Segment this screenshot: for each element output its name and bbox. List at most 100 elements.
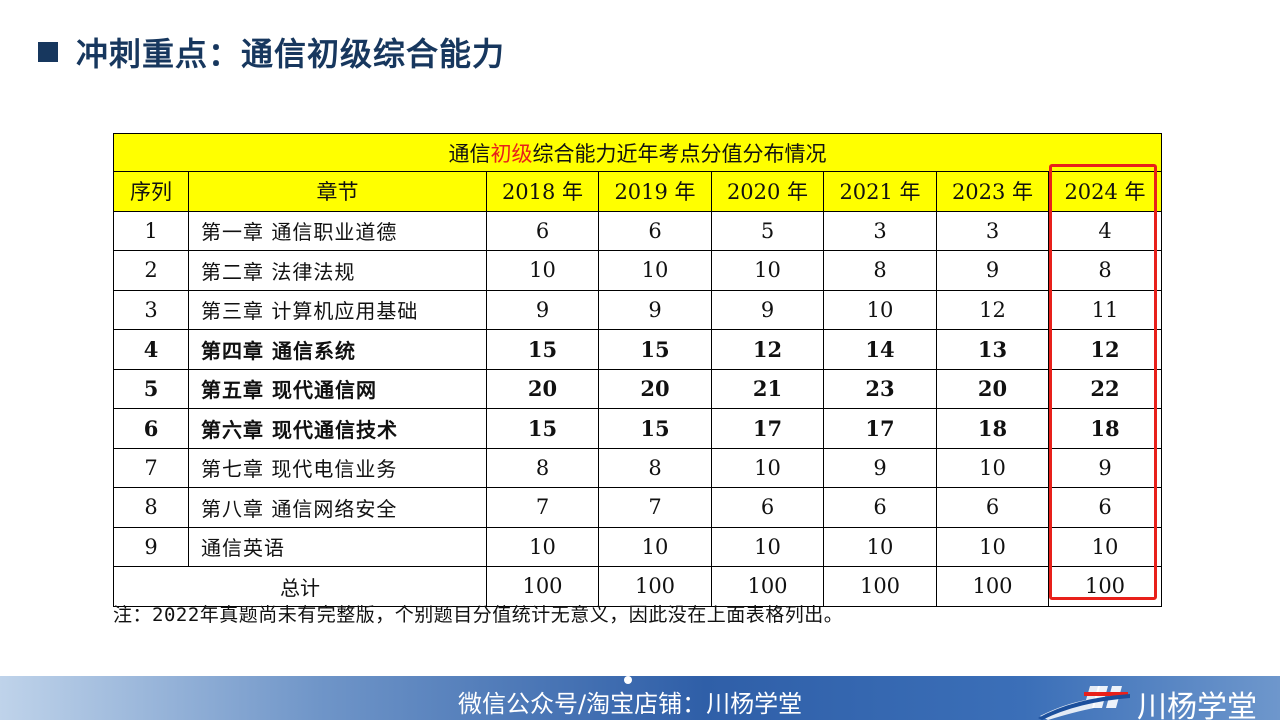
slide-title-bar: 冲刺重点：通信初级综合能力 (38, 30, 505, 74)
total-2020: 100 (711, 566, 824, 607)
table-row: 7 第七章 现代电信业务 8 8 10 9 10 9 (113, 447, 1162, 488)
cell-2019: 15 (598, 408, 712, 449)
cell-2024: 4 (1048, 210, 1162, 251)
row-chapter: 第六章 现代通信技术 (188, 408, 487, 449)
cell-2020: 6 (711, 487, 824, 528)
header-2020: 2020 年 (711, 171, 824, 212)
row-chapter: 第八章 通信网络安全 (188, 487, 487, 528)
row-seq: 5 (113, 368, 189, 409)
cell-2021: 3 (823, 210, 937, 251)
cell-2023: 18 (936, 408, 1049, 449)
header-chapter: 章节 (188, 171, 487, 212)
row-seq: 2 (113, 250, 189, 291)
row-chapter: 第三章 计算机应用基础 (188, 289, 487, 330)
cell-2023: 13 (936, 329, 1049, 370)
cell-2023: 10 (936, 447, 1049, 488)
score-distribution-table: 通信初级综合能力近年考点分值分布情况 序列 章节 2018 年 2019 年 2… (113, 133, 1162, 607)
cell-2021: 10 (823, 289, 937, 330)
pointer-dot-icon (624, 676, 632, 684)
cell-2024: 11 (1048, 289, 1162, 330)
cell-2018: 15 (486, 329, 599, 370)
table-footnote: 注：2022年真题尚未有完整版，个别题目分值统计无意义，因此没在上面表格列出。 (113, 604, 844, 626)
footer-text: 微信公众号/淘宝店铺：川杨学堂 (458, 690, 803, 718)
total-2018: 100 (486, 566, 599, 607)
cell-2024: 10 (1048, 526, 1162, 567)
row-seq: 6 (113, 408, 189, 449)
total-label: 总计 (113, 566, 487, 607)
cell-2019: 10 (598, 526, 712, 567)
cell-2023: 9 (936, 250, 1049, 291)
header-2019: 2019 年 (598, 171, 712, 212)
jyj-logo-icon (1038, 686, 1130, 720)
cell-2024: 12 (1048, 329, 1162, 370)
cell-2024: 9 (1048, 447, 1162, 488)
cell-2020: 5 (711, 210, 824, 251)
cell-2023: 6 (936, 487, 1049, 528)
cell-2019: 9 (598, 289, 712, 330)
cell-2020: 10 (711, 447, 824, 488)
table-row: 2 第二章 法律法规 10 10 10 8 9 8 (113, 250, 1162, 291)
cell-2021: 14 (823, 329, 937, 370)
caption-highlight: 初级 (490, 141, 533, 166)
table-caption: 通信初级综合能力近年考点分值分布情况 (113, 133, 1162, 172)
cell-2018: 10 (486, 526, 599, 567)
brand-logo: 川杨学堂 (1034, 678, 1274, 725)
table-row: 8 第八章 通信网络安全 7 7 6 6 6 6 (113, 487, 1162, 528)
row-seq: 4 (113, 329, 189, 370)
cell-2018: 6 (486, 210, 599, 251)
table-header-row: 序列 章节 2018 年 2019 年 2020 年 2021 年 2023 年… (113, 171, 1162, 212)
row-chapter: 第二章 法律法规 (188, 250, 487, 291)
cell-2019: 15 (598, 329, 712, 370)
cell-2021: 10 (823, 526, 937, 567)
table-row: 5 第五章 现代通信网 20 20 21 23 20 22 (113, 368, 1162, 409)
row-chapter: 通信英语 (188, 526, 487, 567)
table-row: 1 第一章 通信职业道德 6 6 5 3 3 4 (113, 210, 1162, 251)
cell-2018: 7 (486, 487, 599, 528)
cell-2023: 12 (936, 289, 1049, 330)
table-row: 3 第三章 计算机应用基础 9 9 9 10 12 11 (113, 289, 1162, 330)
cell-2020: 12 (711, 329, 824, 370)
cell-2018: 8 (486, 447, 599, 488)
slide-title: 冲刺重点：通信初级综合能力 (76, 35, 506, 73)
cell-2020: 17 (711, 408, 824, 449)
header-2021: 2021 年 (823, 171, 937, 212)
cell-2020: 21 (711, 368, 824, 409)
cell-2023: 3 (936, 210, 1049, 251)
cell-2023: 20 (936, 368, 1049, 409)
total-2024: 100 (1048, 566, 1162, 607)
cell-2020: 9 (711, 289, 824, 330)
table-row: 4 第四章 通信系统 15 15 12 14 13 12 (113, 329, 1162, 370)
brand-name: 川杨学堂 (1137, 690, 1257, 725)
footer-banner: 微信公众号/淘宝店铺：川杨学堂 川杨学堂 (0, 676, 1280, 725)
cell-2018: 10 (486, 250, 599, 291)
cell-2018: 15 (486, 408, 599, 449)
row-chapter: 第一章 通信职业道德 (188, 210, 487, 251)
cell-2023: 10 (936, 526, 1049, 567)
cell-2019: 20 (598, 368, 712, 409)
cell-2021: 8 (823, 250, 937, 291)
cell-2021: 6 (823, 487, 937, 528)
header-2018: 2018 年 (486, 171, 599, 212)
row-seq: 3 (113, 289, 189, 330)
row-chapter: 第七章 现代电信业务 (188, 447, 487, 488)
cell-2018: 20 (486, 368, 599, 409)
row-chapter: 第四章 通信系统 (188, 329, 487, 370)
header-seq: 序列 (113, 171, 189, 212)
total-2019: 100 (598, 566, 712, 607)
cell-2020: 10 (711, 250, 824, 291)
cell-2021: 23 (823, 368, 937, 409)
cell-2021: 9 (823, 447, 937, 488)
row-seq: 8 (113, 487, 189, 528)
header-2024: 2024 年 (1048, 171, 1162, 212)
total-2021: 100 (823, 566, 937, 607)
row-seq: 9 (113, 526, 189, 567)
table-row: 9 通信英语 10 10 10 10 10 10 (113, 526, 1162, 567)
caption-prefix: 通信 (448, 141, 491, 166)
cell-2024: 18 (1048, 408, 1162, 449)
square-bullet-icon (38, 42, 58, 62)
cell-2021: 17 (823, 408, 937, 449)
cell-2020: 10 (711, 526, 824, 567)
table-row: 6 第六章 现代通信技术 15 15 17 17 18 18 (113, 408, 1162, 449)
header-2023: 2023 年 (936, 171, 1049, 212)
row-seq: 7 (113, 447, 189, 488)
